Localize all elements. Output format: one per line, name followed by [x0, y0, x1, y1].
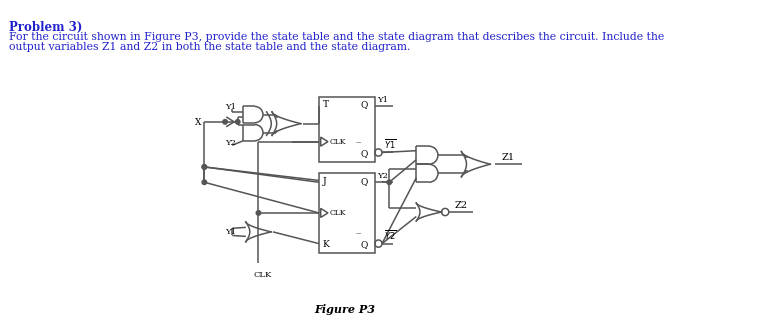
Text: Y1: Y1	[225, 103, 236, 111]
Text: $\overline{Y2}$: $\overline{Y2}$	[384, 228, 396, 242]
Text: CLK: CLK	[330, 209, 346, 217]
Text: output variables Z1 and Z2 in both the state table and the state diagram.: output variables Z1 and Z2 in both the s…	[8, 42, 410, 52]
Text: For the circuit shown in Figure P3, provide the state table and the state diagra: For the circuit shown in Figure P3, prov…	[8, 32, 664, 42]
Circle shape	[256, 211, 261, 215]
Text: J: J	[323, 177, 327, 186]
Bar	[319, 173, 375, 253]
Text: Problem 3): Problem 3)	[8, 21, 82, 34]
Text: Q: Q	[360, 240, 368, 249]
Text: Figure P3: Figure P3	[314, 304, 375, 315]
Circle shape	[236, 120, 240, 124]
Circle shape	[202, 165, 207, 169]
Text: Q: Q	[360, 177, 368, 186]
Text: Y2: Y2	[377, 172, 388, 181]
Text: Y1: Y1	[225, 228, 236, 236]
Text: Y2: Y2	[225, 139, 236, 147]
Text: X: X	[195, 118, 201, 127]
Text: CLK: CLK	[254, 271, 272, 279]
Text: T: T	[323, 100, 329, 109]
Circle shape	[202, 165, 207, 169]
Circle shape	[202, 180, 207, 185]
Text: Q: Q	[360, 149, 368, 158]
Text: Z2: Z2	[454, 201, 467, 210]
Circle shape	[387, 180, 391, 185]
Text: Z1: Z1	[502, 153, 515, 162]
Text: CLK: CLK	[330, 138, 346, 146]
Text: K: K	[323, 240, 330, 249]
Text: $\overline{Y1}$: $\overline{Y1}$	[384, 137, 396, 151]
Text: Y1: Y1	[377, 96, 388, 104]
Circle shape	[223, 120, 227, 124]
Bar	[319, 97, 375, 161]
Text: Q: Q	[360, 100, 368, 109]
